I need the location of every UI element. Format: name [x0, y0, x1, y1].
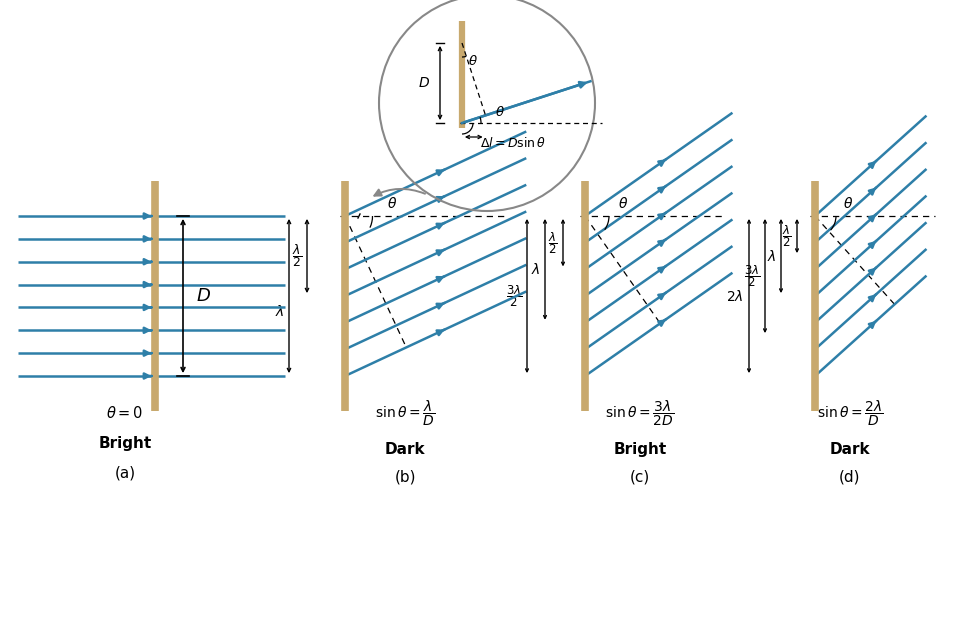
Text: $\dfrac{\lambda}{2}$: $\dfrac{\lambda}{2}$: [782, 223, 792, 249]
Text: Dark: Dark: [830, 442, 870, 457]
Text: (d): (d): [840, 469, 861, 484]
Text: Bright: Bright: [98, 436, 152, 451]
Text: $\sin\theta = \dfrac{\lambda}{D}$: $\sin\theta = \dfrac{\lambda}{D}$: [375, 398, 435, 428]
Text: (b): (b): [394, 469, 415, 484]
Text: $\dfrac{\lambda}{2}$: $\dfrac{\lambda}{2}$: [292, 242, 302, 269]
Text: (c): (c): [630, 469, 650, 484]
Text: $\theta$: $\theta$: [843, 196, 853, 211]
Text: Dark: Dark: [384, 442, 425, 457]
Text: $\theta$: $\theta$: [468, 54, 478, 68]
Text: $\theta$: $\theta$: [495, 105, 505, 119]
Text: $\dfrac{3\lambda}{2}$: $\dfrac{3\lambda}{2}$: [743, 263, 760, 289]
Text: $\Delta l = D\sin\theta$: $\Delta l = D\sin\theta$: [480, 136, 546, 150]
Text: $2\lambda$: $2\lambda$: [727, 288, 744, 304]
Text: (a): (a): [115, 466, 135, 481]
Text: $\lambda$: $\lambda$: [530, 262, 540, 277]
Text: $\dfrac{3\lambda}{2}$: $\dfrac{3\lambda}{2}$: [506, 283, 522, 309]
Text: $\theta$: $\theta$: [618, 196, 629, 211]
Text: $D$: $D$: [196, 287, 211, 305]
Text: $\theta$: $\theta$: [387, 196, 397, 211]
Text: $\lambda$: $\lambda$: [767, 249, 776, 264]
Text: $\theta = 0$: $\theta = 0$: [106, 405, 144, 421]
Text: $\sin\theta = \dfrac{3\lambda}{2D}$: $\sin\theta = \dfrac{3\lambda}{2D}$: [605, 398, 674, 428]
Text: $D$: $D$: [418, 76, 430, 90]
Text: $\lambda$: $\lambda$: [274, 304, 284, 319]
Text: Bright: Bright: [613, 442, 667, 457]
Text: $\sin\theta = \dfrac{2\lambda}{D}$: $\sin\theta = \dfrac{2\lambda}{D}$: [816, 398, 883, 428]
Text: $\dfrac{\lambda}{2}$: $\dfrac{\lambda}{2}$: [548, 230, 558, 256]
